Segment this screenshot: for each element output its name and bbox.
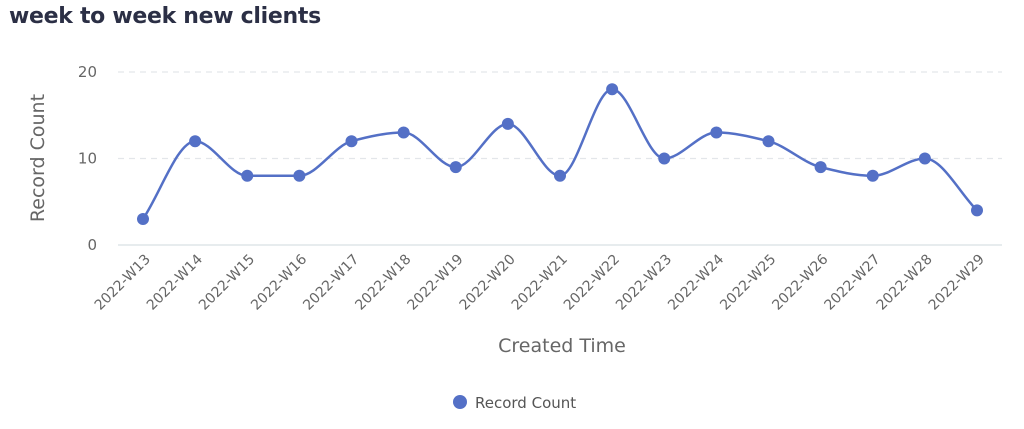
- data-point[interactable]: [762, 135, 775, 148]
- legend[interactable]: Record Count: [453, 394, 576, 412]
- y-tick-label: 10: [78, 150, 97, 168]
- data-point[interactable]: [345, 135, 358, 148]
- data-point[interactable]: [814, 161, 827, 174]
- y-axis-ticks: 0 10 20: [78, 63, 97, 254]
- data-point[interactable]: [971, 204, 983, 217]
- data-point[interactable]: [606, 83, 619, 96]
- data-point[interactable]: [918, 152, 931, 165]
- data-point[interactable]: [449, 161, 462, 174]
- x-axis-ticks: 2022-W132022-W142022-W152022-W162022-W17…: [92, 251, 988, 313]
- legend-label: Record Count: [475, 394, 576, 412]
- y-tick-label: 20: [78, 63, 97, 81]
- gridlines: [118, 71, 1002, 160]
- y-axis-label: Record Count: [27, 94, 49, 222]
- data-point[interactable]: [293, 169, 306, 182]
- chart-title: week to week new clients: [9, 4, 321, 29]
- data-point[interactable]: [137, 213, 149, 226]
- data-point[interactable]: [241, 169, 254, 182]
- y-tick-label: 0: [87, 236, 97, 254]
- data-point[interactable]: [710, 126, 723, 139]
- data-point[interactable]: [189, 135, 202, 148]
- series-record-count: [137, 83, 983, 226]
- data-point[interactable]: [397, 126, 410, 139]
- x-axis-label: Created Time: [498, 335, 626, 357]
- series-line: [141, 88, 978, 220]
- x-tick-label: 2022-W29: [926, 252, 988, 314]
- data-point[interactable]: [658, 152, 671, 165]
- data-point[interactable]: [501, 117, 514, 130]
- legend-marker: [453, 395, 467, 409]
- data-point[interactable]: [866, 169, 879, 182]
- data-point[interactable]: [554, 169, 566, 182]
